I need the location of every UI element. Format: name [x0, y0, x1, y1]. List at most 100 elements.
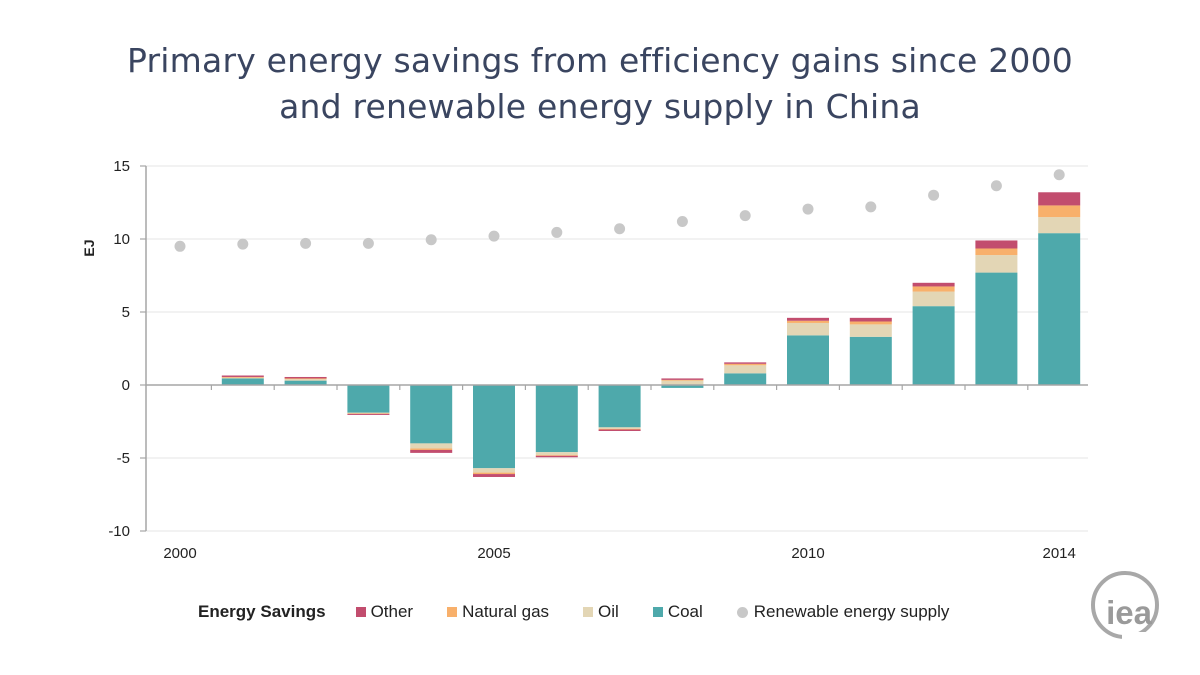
bar-natural-gas — [284, 378, 327, 380]
renewable-point — [990, 180, 1002, 192]
renewable-point — [802, 203, 814, 215]
renewable-points — [174, 169, 1065, 252]
bar-natural-gas — [787, 320, 829, 323]
bar-other — [787, 317, 829, 321]
legend-header: Energy Savings — [198, 602, 326, 621]
bar-coal — [661, 385, 704, 388]
bar-oil — [347, 412, 390, 414]
y-tick-label: 10 — [113, 231, 130, 248]
chart-plot: 15 10 5 0 -5 -10 2000 2005 2010 2014 EJ — [81, 158, 1088, 562]
y-axis-label: EJ — [81, 239, 97, 256]
bar-other — [1038, 192, 1081, 206]
x-axis-ticks: 2000 2005 2010 2014 — [163, 545, 1076, 562]
bar-natural-gas — [661, 379, 704, 381]
bar-natural-gas — [912, 286, 955, 292]
bar-other — [849, 317, 892, 322]
bar-oil — [221, 377, 264, 379]
bars — [221, 192, 1081, 477]
bar-other — [975, 240, 1018, 249]
legend-items: Other Natural gas Oil Coal Renewable energy … — [355, 602, 984, 622]
renewable-point — [425, 234, 437, 246]
bar-oil — [849, 324, 892, 337]
bar-oil — [535, 452, 578, 456]
bar-coal — [284, 380, 327, 385]
bar-natural-gas — [724, 363, 767, 366]
bar-oil — [1038, 217, 1081, 234]
bar-coal — [975, 272, 1018, 385]
bar-coal — [849, 336, 892, 385]
legend-label: Coal — [667, 602, 703, 621]
bar-natural-gas — [849, 321, 892, 325]
renewable-point — [1053, 169, 1065, 181]
bar-natural-gas — [410, 448, 453, 450]
chart-title-line2: and renewable energy supply in China — [279, 87, 921, 126]
bar-other — [661, 378, 704, 380]
bar-other — [284, 376, 327, 379]
bar-natural-gas — [975, 248, 1018, 256]
bar-other — [535, 455, 578, 458]
y-axis-ticks: 15 10 5 0 -5 -10 — [108, 158, 130, 540]
legend-swatch — [447, 607, 458, 617]
bar-oil — [912, 291, 955, 307]
bar-coal — [912, 306, 955, 385]
iea-logo: iea — [1091, 571, 1159, 644]
bar-other — [410, 449, 453, 453]
bar-other — [724, 362, 767, 364]
bar-oil — [724, 365, 767, 374]
y-tick-label: -10 — [108, 523, 130, 540]
y-tick-label: -5 — [117, 450, 130, 467]
bar-other — [221, 375, 264, 377]
y-tick-label: 15 — [113, 158, 130, 175]
bar-other — [912, 282, 955, 287]
legend: Energy Savings Other Natural gas Oil Coal Re… — [198, 600, 983, 624]
legend-item: Renewable energy supply — [736, 602, 950, 622]
legend-swatch — [736, 606, 748, 618]
bar-oil — [975, 255, 1018, 273]
renewable-point — [676, 215, 688, 227]
bar-oil — [787, 322, 829, 336]
bar-coal — [598, 385, 641, 428]
bar-oil — [284, 379, 327, 381]
bar-coal — [1038, 233, 1081, 385]
bar-coal — [473, 385, 515, 469]
x-tick-label: 2014 — [1043, 545, 1076, 562]
bar-other — [473, 474, 515, 477]
legend-label: Renewable energy supply — [753, 602, 950, 621]
chart-title: Primary energy savings from efficiency g… — [0, 38, 1200, 130]
bar-oil — [598, 427, 641, 429]
renewable-point — [300, 237, 312, 249]
bar-coal — [724, 373, 767, 385]
legend-swatch — [652, 607, 663, 617]
bar-coal — [221, 378, 264, 385]
renewable-point — [174, 240, 186, 252]
bar-oil — [473, 468, 515, 473]
axes — [140, 165, 1088, 532]
legend-label: Other — [370, 602, 414, 621]
renewable-point — [551, 226, 563, 238]
bar-natural-gas — [535, 455, 578, 456]
renewable-point — [865, 201, 877, 213]
bar-natural-gas — [1038, 205, 1081, 218]
bar-natural-gas — [598, 428, 641, 430]
bar-natural-gas — [473, 472, 515, 475]
renewable-point — [488, 230, 500, 242]
legend-item: Natural gas — [447, 602, 549, 622]
legend-label: Oil — [598, 602, 619, 621]
bar-oil — [410, 443, 453, 449]
bar-coal — [535, 385, 578, 453]
y-tick-label: 5 — [122, 304, 130, 321]
bar-other — [347, 413, 390, 415]
bar-natural-gas — [221, 376, 264, 378]
renewable-point — [362, 237, 374, 249]
bar-coal — [787, 335, 829, 385]
x-tick-label: 2000 — [163, 545, 196, 562]
x-tick-label: 2005 — [477, 545, 510, 562]
legend-swatch — [355, 607, 366, 617]
chart-title-line1: Primary energy savings from efficiency g… — [127, 41, 1073, 80]
bar-oil — [661, 380, 704, 385]
bar-coal — [347, 385, 390, 413]
legend-label: Natural gas — [462, 602, 550, 621]
x-tick-label: 2010 — [791, 545, 824, 562]
renewable-point — [237, 238, 249, 250]
